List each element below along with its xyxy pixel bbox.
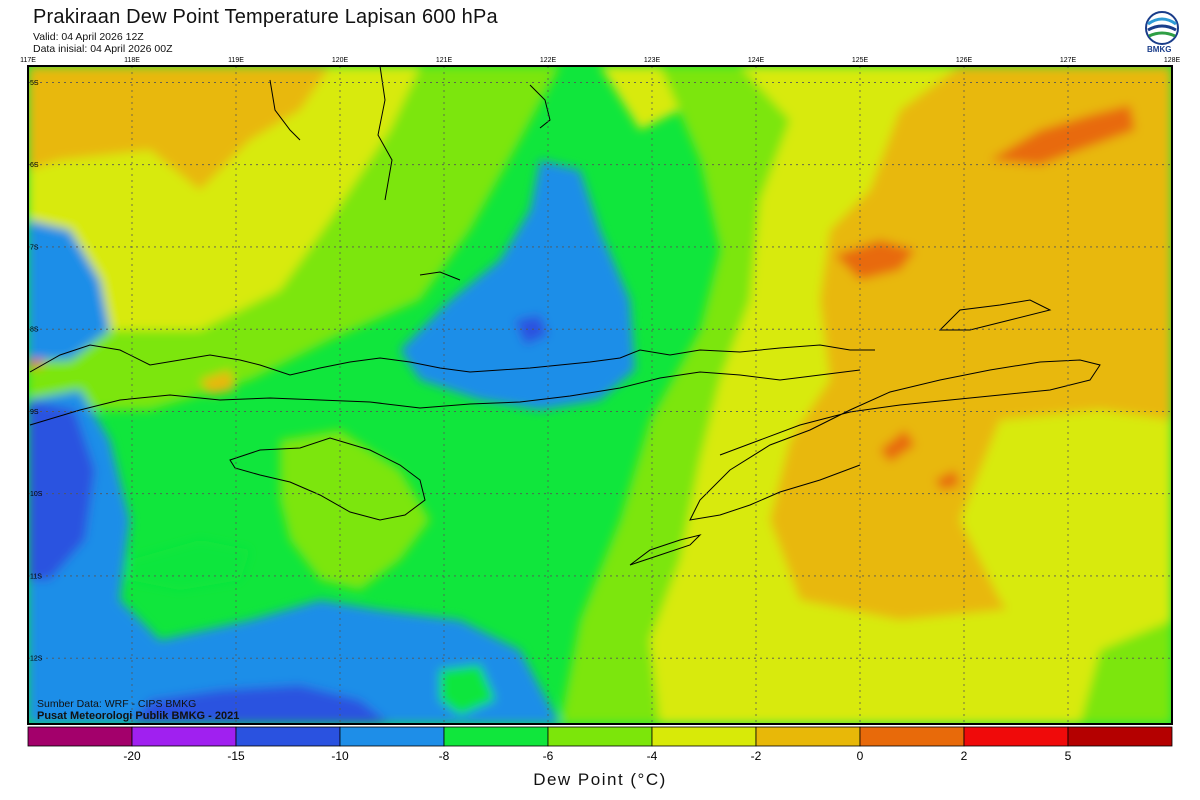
lon-label: 124E: [748, 57, 765, 64]
island-savu: [629, 534, 702, 566]
lat-lon-grid: [28, 66, 1172, 724]
colorbar-segment: [651, 726, 757, 747]
lat-label: 5S: [30, 80, 39, 87]
map-frame: [27, 65, 1173, 725]
colorbar-tick-label: -4: [647, 749, 658, 763]
lon-label: 117E: [20, 57, 36, 64]
island-flores-south: [29, 369, 861, 426]
colorbar-tick-label: -10: [331, 749, 349, 763]
lat-label: 10S: [30, 491, 43, 498]
island-buton: [529, 84, 551, 129]
coastlines: [29, 66, 1101, 566]
island-sulawesi-se: [269, 79, 301, 141]
init-time: Data inisial: 04 April 2026 00Z: [33, 43, 173, 55]
lon-label: 121E: [436, 57, 453, 64]
colorbar-segment: [547, 726, 653, 747]
lat-label: 7S: [30, 244, 39, 251]
lon-label: 126E: [956, 57, 973, 64]
island-sulawesi: [377, 66, 393, 201]
colorbar-tick-label: -15: [227, 749, 245, 763]
lat-label: 11S: [30, 573, 42, 580]
colorbar-segment: [27, 726, 133, 747]
lon-label: 119E: [228, 57, 244, 64]
page-title: Prakiraan Dew Point Temperature Lapisan …: [33, 6, 498, 28]
lon-label: 118E: [124, 57, 140, 64]
colorbar-segment: [963, 726, 1069, 747]
colorbar-tick-label: -8: [439, 749, 450, 763]
colorbar-tick-label: 0: [857, 749, 864, 763]
colorbar-tick-label: -20: [123, 749, 141, 763]
colorbar-segment: [131, 726, 237, 747]
colorbar-segment: [755, 726, 861, 747]
lon-label: 127E: [1060, 57, 1077, 64]
lat-label: 12S: [30, 656, 43, 663]
colorbar-tick-label: -2: [751, 749, 762, 763]
colorbar-segment: [235, 726, 341, 747]
lon-label: 122E: [540, 57, 557, 64]
logo-text: BMKG: [1147, 45, 1172, 54]
colorbar-tick-label: -6: [543, 749, 554, 763]
lon-label: 128E: [1164, 57, 1181, 64]
island-flores-sea: [419, 271, 461, 281]
colorbar-segment: [859, 726, 965, 747]
lon-label: 123E: [644, 57, 661, 64]
organization: Pusat Meteorologi Publik BMKG - 2021: [37, 710, 240, 722]
colorbar-tick-label: 5: [1065, 749, 1072, 763]
island-lombok-bali: [29, 344, 875, 376]
colorbar-label: Dew Point (°C): [533, 770, 667, 789]
dew-point-field: [28, 66, 1172, 724]
latitude-labels: 5S 6S 7S 8S 9S 10S 11S 12S: [30, 80, 43, 663]
colorbar-tick-label: 2: [961, 749, 968, 763]
valid-time: Valid: 04 April 2026 12Z: [33, 31, 144, 43]
island-wetar: [938, 299, 1052, 331]
longitude-labels: 117E 118E 119E 120E 121E 122E 123E 124E 125E 126E…: [20, 57, 1180, 64]
island-timor: [689, 359, 1101, 521]
colorbar-segment: [339, 726, 445, 747]
lat-label: 6S: [30, 162, 39, 169]
bmkg-logo-icon: [1145, 11, 1179, 45]
lat-label: 8S: [30, 327, 39, 334]
colorbar-segment: [443, 726, 549, 747]
lon-label: 125E: [852, 57, 869, 64]
island-sumba: [229, 437, 426, 521]
lat-label: 9S: [30, 409, 39, 416]
colorbar-segment: [1067, 726, 1173, 747]
data-source: Sumber Data: WRF - CIPS BMKG: [37, 698, 197, 710]
lon-label: 120E: [332, 57, 349, 64]
